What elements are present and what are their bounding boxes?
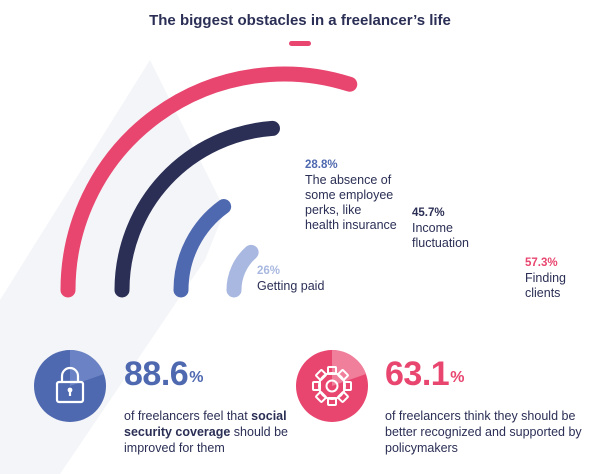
- stat-number-policymakers: 63.1: [385, 355, 450, 393]
- arc-label-income-fluctuation: 45.7% Income fluctuation: [412, 206, 502, 251]
- arc-the-absence-of-some-employee-perks-like-health-insurance: [173, 199, 232, 298]
- arc-pct-income-fluctuation: 45.7%: [412, 207, 445, 219]
- stat-sign-social-security: %: [189, 369, 203, 386]
- stat-value-policymakers: 63.1%: [385, 355, 464, 393]
- arc-text-income-fluctuation: Income fluctuation: [412, 221, 469, 250]
- stat-text-bold: social security coverage: [124, 409, 287, 439]
- arc-finding-clients: [60, 66, 358, 298]
- chart-title: The biggest obstacles in a freelancer’s …: [149, 12, 451, 29]
- arc-label-employee-perks: 28.8% The absence of some employee perks…: [305, 158, 397, 233]
- arc-pct-getting-paid: 26%: [257, 265, 281, 277]
- stat-value-social-security: 88.6%: [124, 355, 203, 393]
- padlock-icon: [34, 350, 106, 422]
- stat-text-policymakers: of freelancers think they should be bett…: [385, 409, 582, 455]
- arc-pct-employee-perks: 28.8%: [305, 159, 338, 171]
- arc-text-finding-clients: Finding clients: [525, 271, 566, 300]
- arc-text-getting-paid: Getting paid: [257, 279, 325, 293]
- stat-text-after: should be improved for them: [124, 425, 288, 455]
- stat-text-before: of freelancers feel that: [124, 409, 252, 423]
- stat-number-social-security: 88.6: [124, 355, 189, 393]
- gear-icon: [296, 350, 368, 422]
- arc-pct-finding-clients: 57.3%: [525, 257, 558, 269]
- stat-text-social-security: of freelancers feel that social security…: [124, 408, 314, 456]
- arc-label-getting-paid: 26% Getting paid: [257, 264, 377, 294]
- stat-sign-policymakers: %: [450, 369, 464, 386]
- arc-income-fluctuation: [114, 120, 280, 298]
- arc-text-employee-perks: The absence of some employee perks, like…: [305, 173, 397, 232]
- arc-getting-paid: [226, 244, 259, 298]
- title-underline: [289, 41, 311, 46]
- arc-label-finding-clients: 57.3% Finding clients: [525, 256, 595, 301]
